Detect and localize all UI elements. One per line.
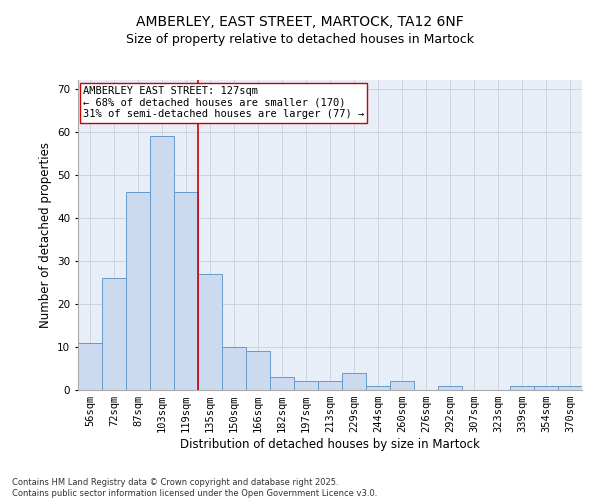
Bar bbox=[246, 351, 270, 390]
Bar bbox=[366, 386, 390, 390]
Bar bbox=[342, 373, 366, 390]
Bar bbox=[126, 192, 150, 390]
Bar bbox=[150, 136, 174, 390]
Text: AMBERLEY, EAST STREET, MARTOCK, TA12 6NF: AMBERLEY, EAST STREET, MARTOCK, TA12 6NF bbox=[136, 15, 464, 29]
Bar bbox=[102, 278, 126, 390]
Text: AMBERLEY EAST STREET: 127sqm
← 68% of detached houses are smaller (170)
31% of s: AMBERLEY EAST STREET: 127sqm ← 68% of de… bbox=[83, 86, 364, 120]
Text: Contains HM Land Registry data © Crown copyright and database right 2025.
Contai: Contains HM Land Registry data © Crown c… bbox=[12, 478, 377, 498]
Bar bbox=[558, 386, 582, 390]
Bar bbox=[438, 386, 462, 390]
Y-axis label: Number of detached properties: Number of detached properties bbox=[38, 142, 52, 328]
Text: Size of property relative to detached houses in Martock: Size of property relative to detached ho… bbox=[126, 32, 474, 46]
Bar bbox=[222, 347, 246, 390]
X-axis label: Distribution of detached houses by size in Martock: Distribution of detached houses by size … bbox=[180, 438, 480, 451]
Bar bbox=[510, 386, 534, 390]
Bar bbox=[294, 382, 318, 390]
Bar bbox=[390, 382, 414, 390]
Bar bbox=[318, 382, 342, 390]
Bar bbox=[270, 377, 294, 390]
Bar bbox=[174, 192, 198, 390]
Bar bbox=[198, 274, 222, 390]
Bar bbox=[534, 386, 558, 390]
Bar bbox=[78, 342, 102, 390]
